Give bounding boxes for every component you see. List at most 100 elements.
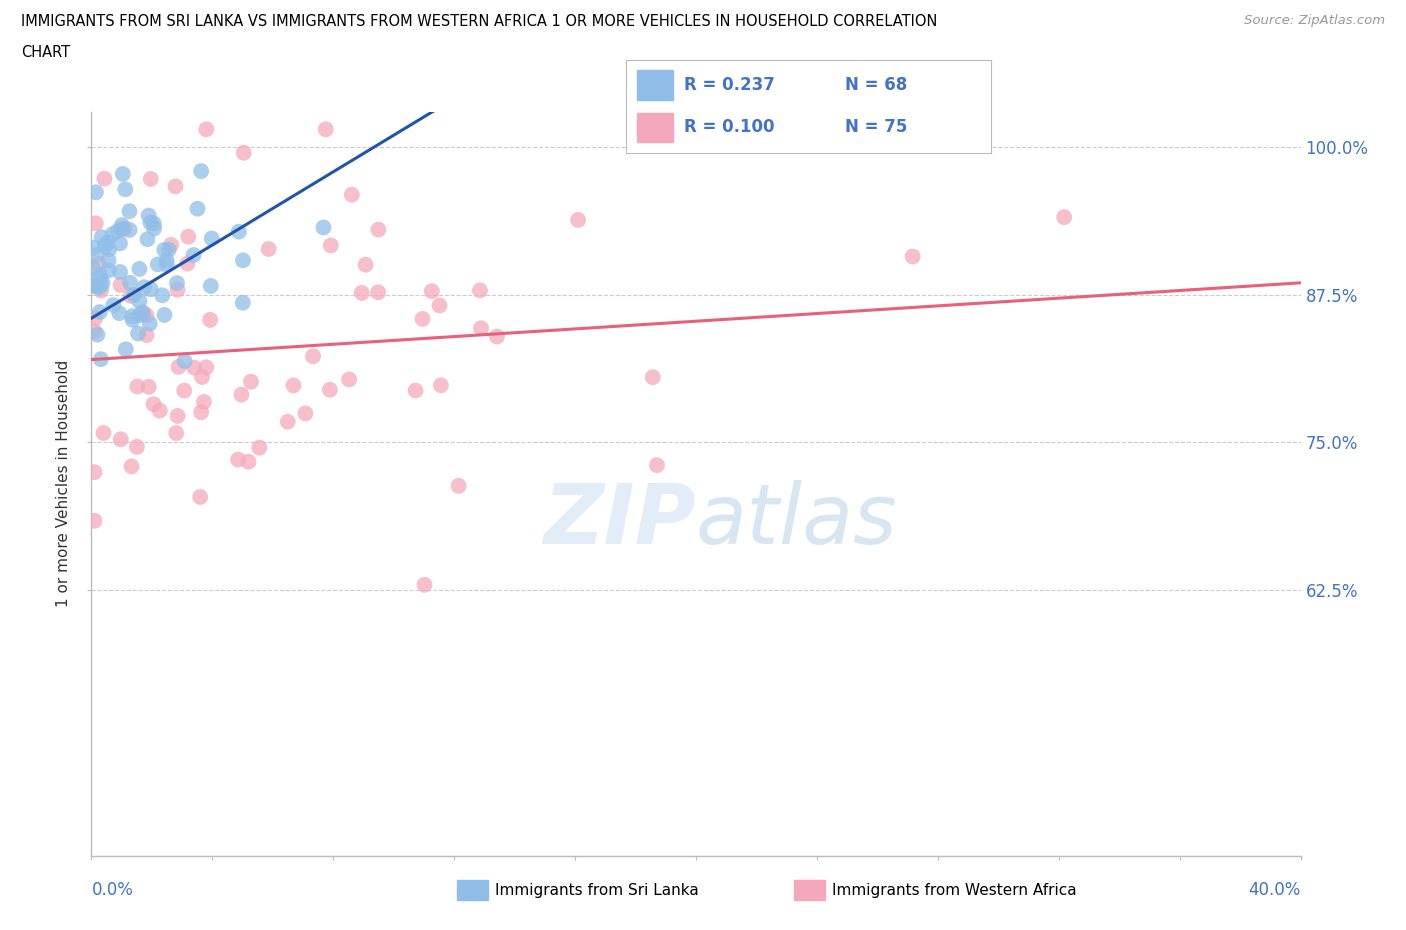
Point xyxy=(128,261,150,276)
Point xyxy=(97,253,120,268)
Point xyxy=(319,382,342,397)
Point xyxy=(135,308,157,323)
Point xyxy=(315,122,337,137)
Text: CHART: CHART xyxy=(21,45,70,60)
Point xyxy=(176,256,198,271)
Point xyxy=(641,370,664,385)
Point xyxy=(90,230,112,245)
FancyBboxPatch shape xyxy=(637,70,673,100)
Point xyxy=(87,257,110,272)
Point xyxy=(167,360,190,375)
Point xyxy=(354,258,377,272)
Point xyxy=(83,513,105,528)
Point xyxy=(277,414,299,429)
Point xyxy=(367,222,389,237)
Point xyxy=(645,458,668,472)
Point xyxy=(142,397,165,412)
Point xyxy=(153,308,176,323)
Point xyxy=(121,309,143,324)
Point xyxy=(240,374,263,389)
Point xyxy=(193,394,215,409)
Point xyxy=(411,312,433,326)
Point xyxy=(108,236,131,251)
Point xyxy=(139,282,162,297)
Point xyxy=(82,260,104,275)
Point xyxy=(160,237,183,252)
Point xyxy=(89,271,111,286)
Text: N = 68: N = 68 xyxy=(845,75,907,94)
Point xyxy=(114,342,136,357)
Point xyxy=(101,227,124,242)
Point xyxy=(122,287,145,302)
Text: R = 0.100: R = 0.100 xyxy=(685,118,775,137)
Point xyxy=(420,284,443,299)
Point xyxy=(114,221,136,236)
Point xyxy=(166,283,188,298)
Point xyxy=(232,253,254,268)
Point xyxy=(90,283,112,298)
Text: R = 0.237: R = 0.237 xyxy=(685,75,775,94)
Point xyxy=(447,478,470,493)
Point xyxy=(103,298,125,312)
Point xyxy=(177,229,200,244)
Point xyxy=(128,294,150,309)
Point xyxy=(107,224,129,239)
Point xyxy=(337,372,360,387)
Point xyxy=(157,242,180,257)
Point xyxy=(405,383,427,398)
Point xyxy=(135,327,157,342)
Point xyxy=(84,185,107,200)
Point xyxy=(110,277,132,292)
Text: 40.0%: 40.0% xyxy=(1249,881,1301,898)
Point xyxy=(83,465,105,480)
Point xyxy=(82,278,104,293)
Point xyxy=(468,283,491,298)
Point xyxy=(1053,210,1076,225)
Point xyxy=(340,187,363,202)
Point xyxy=(93,171,115,186)
Point xyxy=(413,578,436,592)
Point xyxy=(195,122,218,137)
Point xyxy=(319,238,342,253)
Point xyxy=(142,216,165,231)
Point xyxy=(138,316,160,331)
Y-axis label: 1 or more Vehicles in Household: 1 or more Vehicles in Household xyxy=(56,360,72,607)
Point xyxy=(83,324,105,339)
Point xyxy=(367,285,389,299)
Point xyxy=(232,145,254,160)
Point xyxy=(94,238,117,253)
Point xyxy=(150,288,173,303)
Point xyxy=(91,275,114,290)
Point xyxy=(86,247,108,262)
Text: Immigrants from Sri Lanka: Immigrants from Sri Lanka xyxy=(495,883,699,897)
Point xyxy=(111,221,134,236)
Text: N = 75: N = 75 xyxy=(845,118,907,137)
Point xyxy=(183,360,205,375)
Point xyxy=(87,280,110,295)
Point xyxy=(191,369,214,384)
Point xyxy=(125,440,148,455)
Point xyxy=(143,221,166,236)
Point xyxy=(567,213,589,228)
Point xyxy=(118,204,141,219)
Point xyxy=(89,268,111,283)
Point xyxy=(114,182,136,197)
Point xyxy=(156,258,179,272)
Point xyxy=(86,327,108,342)
Point xyxy=(257,242,280,257)
Point xyxy=(247,440,270,455)
Point xyxy=(153,243,176,258)
Point xyxy=(186,201,208,216)
Point xyxy=(302,349,325,364)
Point xyxy=(89,305,111,320)
Point xyxy=(83,240,105,255)
Point xyxy=(470,321,492,336)
Point xyxy=(121,458,143,473)
Point xyxy=(429,298,451,312)
Point xyxy=(165,426,187,441)
Point xyxy=(132,307,155,322)
Point xyxy=(200,279,222,294)
Text: ZIP: ZIP xyxy=(543,480,696,562)
Point xyxy=(139,171,162,186)
Point xyxy=(84,216,107,231)
